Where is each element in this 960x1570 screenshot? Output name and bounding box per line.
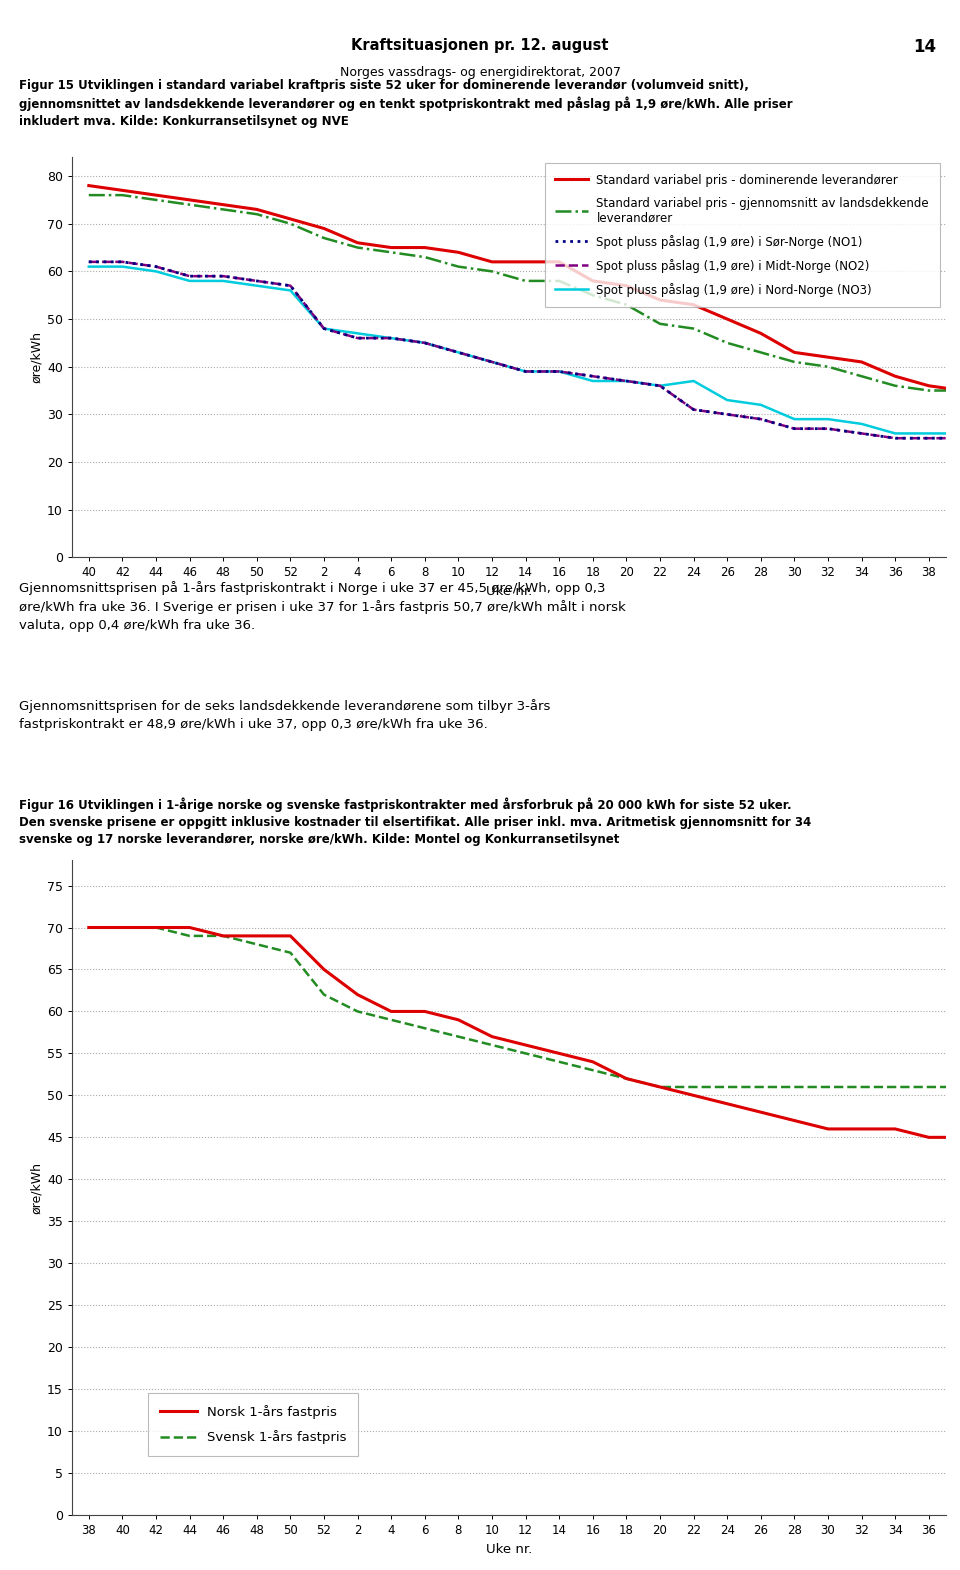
Y-axis label: øre/kWh: øre/kWh bbox=[30, 1162, 43, 1214]
X-axis label: Uke nr.: Uke nr. bbox=[486, 586, 532, 598]
Text: Figur 16 Utviklingen i 1-årige norske og svenske fastpriskontrakter med årsforbr: Figur 16 Utviklingen i 1-årige norske og… bbox=[19, 798, 811, 846]
Text: Kraftsituasjonen pr. 12. august: Kraftsituasjonen pr. 12. august bbox=[351, 38, 609, 53]
Y-axis label: øre/kWh: øre/kWh bbox=[30, 331, 43, 383]
Text: Norges vassdrags- og energidirektorat, 2007: Norges vassdrags- og energidirektorat, 2… bbox=[340, 66, 620, 78]
Text: Gjennomsnittsprisen på 1-års fastpriskontrakt i Norge i uke 37 er 45,5 øre/kWh, : Gjennomsnittsprisen på 1-års fastpriskon… bbox=[19, 581, 626, 633]
Text: 14: 14 bbox=[913, 38, 936, 55]
Legend: Norsk 1-års fastpris, Svensk 1-års fastpris: Norsk 1-års fastpris, Svensk 1-års fastp… bbox=[149, 1393, 358, 1455]
Text: Gjennomsnittsprisen for de seks landsdekkende leverandørene som tilbyr 3-års
fas: Gjennomsnittsprisen for de seks landsdek… bbox=[19, 699, 551, 730]
Text: Figur 15 Utviklingen i standard variabel kraftpris siste 52 uker for dominerende: Figur 15 Utviklingen i standard variabel… bbox=[19, 78, 793, 127]
X-axis label: Uke nr.: Uke nr. bbox=[486, 1543, 532, 1556]
Legend: Standard variabel pris - dominerende leverandører, Standard variabel pris - gjen: Standard variabel pris - dominerende lev… bbox=[544, 163, 940, 308]
